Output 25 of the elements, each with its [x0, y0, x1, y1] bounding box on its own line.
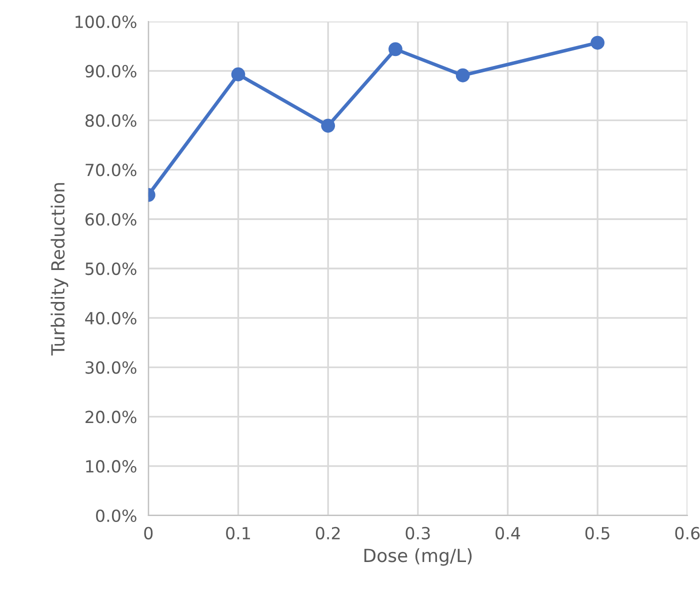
- y-axis-title: Turbidity Reduction: [50, 183, 68, 356]
- y-tick-label: 30.0%: [86, 361, 136, 374]
- point: [590, 36, 605, 50]
- y-tick-label: 0.0%: [96, 509, 136, 522]
- y-tick-label: 80.0%: [85, 114, 136, 127]
- x-tick-label: 0.1: [226, 526, 250, 540]
- x-tick-label: 0.2: [316, 526, 340, 540]
- y-tick-label: 40.0%: [85, 312, 136, 324]
- y-tick-label: 60.0%: [86, 213, 136, 226]
- y-tick-label: 90.0%: [85, 64, 136, 78]
- point: [388, 42, 402, 56]
- x-tick-label: 0.3: [406, 526, 430, 540]
- y-tick-label: 100.0%: [76, 15, 136, 28]
- x-tick-label: 0.4: [496, 526, 520, 540]
- y-tick-label: 10.0%: [86, 460, 136, 473]
- point: [321, 118, 336, 133]
- x-tick-label: 0.6: [675, 526, 700, 540]
- x-axis-title: Dose (mg/L): [364, 548, 472, 566]
- x-tick-label: 0.5: [585, 526, 610, 540]
- y-tick-label: 20.0%: [86, 410, 136, 424]
- y-tick-label: 50.0%: [86, 262, 136, 276]
- x-tick-label: 0: [144, 526, 153, 540]
- point: [231, 67, 246, 82]
- y-tick-label: 70.0%: [86, 164, 136, 176]
- point: [456, 68, 470, 82]
